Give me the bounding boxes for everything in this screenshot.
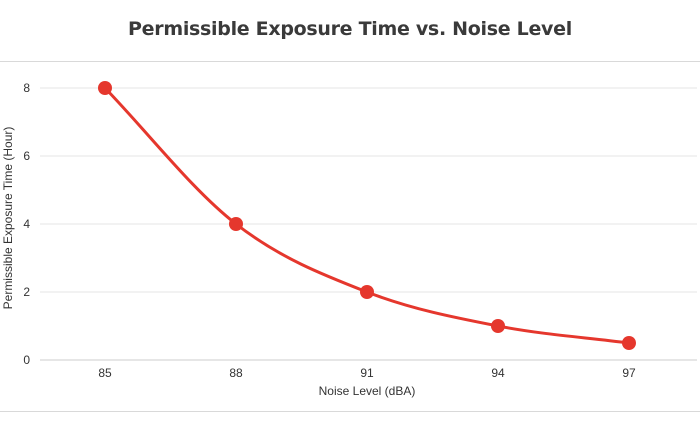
x-tick-label: 97 bbox=[622, 366, 636, 380]
x-tick-labels: 85 88 91 94 97 bbox=[98, 366, 636, 380]
title-divider bbox=[0, 61, 700, 62]
data-point bbox=[98, 81, 112, 95]
series-line bbox=[103, 86, 631, 345]
gridlines bbox=[40, 87, 697, 293]
x-tick-label: 91 bbox=[360, 366, 374, 380]
y-tick-labels: 0 2 4 6 8 bbox=[23, 81, 30, 367]
x-tick-label: 88 bbox=[229, 366, 243, 380]
y-tick-label: 4 bbox=[23, 217, 30, 231]
data-point bbox=[360, 285, 374, 299]
data-point bbox=[229, 217, 243, 231]
x-tick-label: 94 bbox=[491, 366, 505, 380]
data-point bbox=[491, 319, 505, 333]
chart-title: Permissible Exposure Time vs. Noise Leve… bbox=[128, 18, 572, 40]
data-points bbox=[98, 81, 636, 350]
y-tick-label: 0 bbox=[23, 353, 30, 367]
y-tick-label: 8 bbox=[23, 81, 30, 95]
x-tick-label: 85 bbox=[98, 366, 112, 380]
y-tick-label: 6 bbox=[23, 149, 30, 163]
data-point bbox=[622, 336, 636, 350]
x-axis-title: Noise Level (dBA) bbox=[319, 384, 416, 398]
y-tick-label: 2 bbox=[23, 285, 30, 299]
footer-divider bbox=[0, 411, 700, 412]
y-axis-title: Permissible Exposure Time (Hour) bbox=[1, 127, 15, 310]
